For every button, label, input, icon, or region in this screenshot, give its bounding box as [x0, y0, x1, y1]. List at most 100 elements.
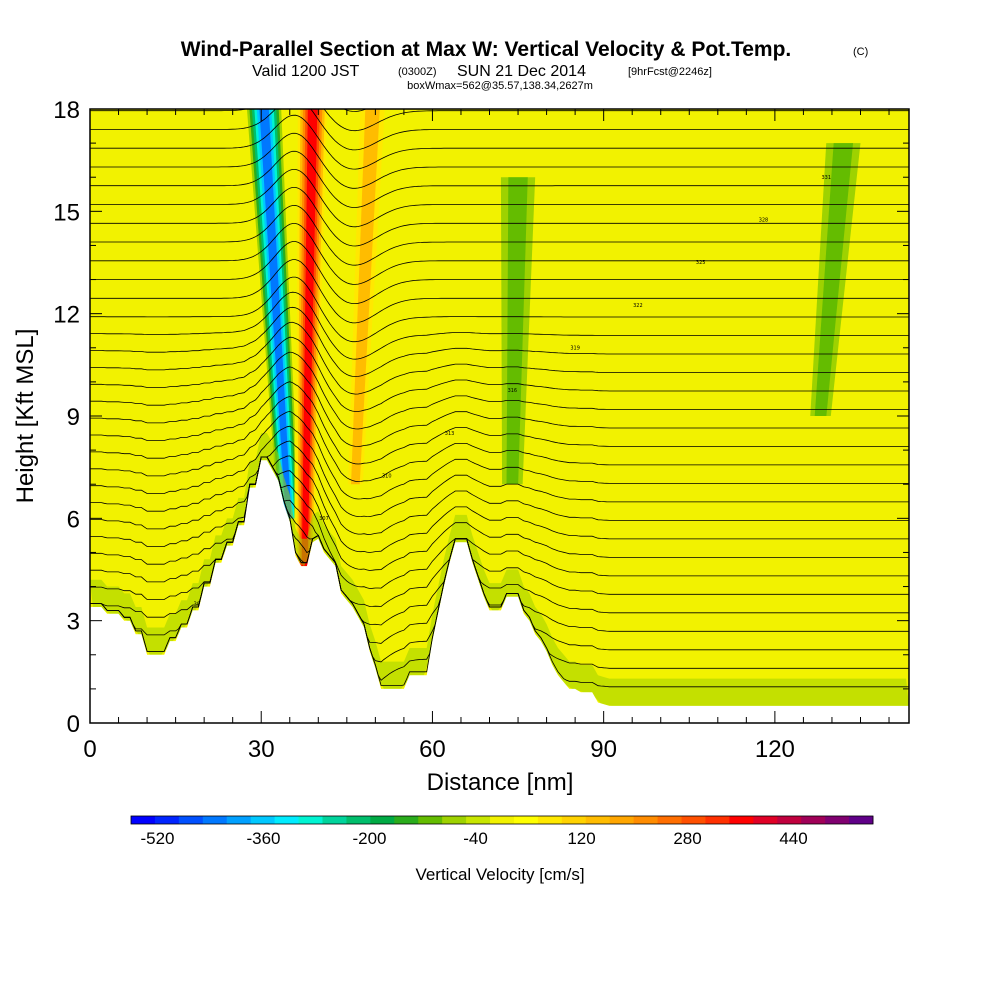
colorbar-tick-label: 440: [779, 829, 807, 848]
colorbar-swatch: [226, 816, 252, 824]
theta-contour-line: [90, 186, 909, 247]
y-tick-label: 9: [67, 404, 80, 431]
theta-contour-line: [90, 321, 909, 395]
theta-contour-line: [90, 114, 909, 170]
colorbar-swatch: [178, 816, 204, 824]
x-tick-label: 120: [755, 736, 795, 763]
colorbar-swatch: [753, 816, 778, 824]
colorbar: [130, 815, 874, 825]
copyright-mark: (C): [853, 46, 868, 58]
colorbar-swatch: [705, 816, 730, 824]
colorbar-swatch: [370, 816, 395, 824]
low-level-sheet: [90, 433, 909, 706]
boxwmax-label: boxWmax=562@35.57,138.34,2627m: [407, 80, 593, 92]
colorbar-swatch: [298, 816, 323, 824]
theta-contour-line: [90, 351, 909, 430]
theta-contour-line: [90, 336, 909, 412]
theta-contour-line: [90, 425, 909, 518]
theta-contour-line: [90, 150, 909, 208]
plot-area: 298301304307310313316319322325328331: [90, 109, 909, 723]
y-tick-label: 15: [53, 199, 80, 226]
colorbar-swatch: [322, 816, 347, 824]
colorbar-swatch: [490, 816, 515, 824]
terrain: [90, 460, 909, 723]
velocity-feature-2: [345, 109, 390, 485]
y-tick-label: 18: [53, 97, 80, 124]
colorbar-swatch: [825, 816, 850, 824]
theta-contour-label: 310: [382, 473, 392, 479]
theta-contour-line: [90, 259, 909, 324]
colorbar-swatch: [154, 816, 180, 824]
colorbar-swatch: [466, 816, 491, 824]
colorbar-swatch: [537, 816, 563, 824]
colorbar-tick-label: -40: [463, 829, 488, 848]
colorbar-tick-label: 120: [567, 829, 595, 848]
colorbar-tick-label: 280: [673, 829, 701, 848]
theta-contour-label: 313: [445, 431, 455, 437]
theta-contours: 298301304307310313316319322325328331: [90, 109, 909, 688]
colorbar-swatch: [274, 816, 299, 824]
y-axis-tick-labels: 0 3 6 9 12 15 18: [53, 97, 80, 738]
colorbar-swatch: [585, 816, 611, 824]
colorbar-tick-label: -200: [352, 829, 386, 848]
colorbar-swatch: [849, 816, 874, 824]
theta-contour-label: 316: [508, 388, 518, 394]
colorbar-swatch: [633, 816, 658, 824]
colorbar-swatch: [250, 816, 276, 824]
theta-contour-line: [90, 456, 909, 571]
y-tick-label: 6: [67, 506, 80, 533]
theta-contour-label: 301: [194, 601, 204, 607]
colorbar-tick-labels: -520 -360 -200 -40 120 280 440: [140, 829, 807, 848]
colorbar-swatch: [513, 816, 539, 824]
theta-contour-label: 307: [319, 516, 329, 522]
theta-contour-line: [90, 291, 909, 360]
colorbar-swatch: [418, 816, 443, 824]
colorbar-swatch: [346, 816, 371, 824]
theta-contour-label: 325: [696, 260, 706, 266]
y-tick-label: 12: [53, 302, 80, 329]
theta-contour-line: [90, 109, 909, 132]
valid-zulu: (0300Z): [398, 66, 437, 78]
colorbar-tick-label: -360: [246, 829, 280, 848]
theta-contour-line: [90, 456, 909, 607]
colorbar-frame: [130, 815, 874, 825]
velocity-band: [506, 177, 528, 485]
theta-contour-line: [90, 440, 909, 536]
x-axis-tick-labels: 0 30 60 90 120: [83, 736, 795, 763]
colorbar-tick-label: -520: [140, 829, 174, 848]
valid-prefix: Valid 1200 JST: [252, 63, 360, 80]
theta-contour-line: [90, 455, 909, 553]
x-tick-label: 90: [590, 736, 617, 763]
theta-contour-line: [90, 381, 909, 465]
colorbar-swatch: [729, 816, 754, 824]
chart-title: Wind-Parallel Section at Max W: Vertical…: [181, 38, 792, 61]
colorbar-swatch: [561, 816, 587, 824]
theta-contour-line: [90, 168, 909, 228]
velocity-band: [351, 109, 380, 485]
low-level-band: [90, 433, 909, 706]
colorbar-swatch: [657, 816, 682, 824]
theta-contour-label: 328: [759, 218, 769, 224]
theta-contour-line: [90, 276, 909, 343]
theta-contour-line: [90, 366, 909, 447]
colorbar-swatch: [777, 816, 802, 824]
x-tick-label: 30: [248, 736, 275, 763]
velocity-band: [259, 109, 292, 519]
theta-contour-label: 319: [570, 345, 580, 351]
x-tick-label: 0: [83, 736, 96, 763]
y-tick-label: 3: [67, 609, 80, 636]
forecast-label: [9hrFcst@2246z]: [628, 66, 712, 78]
theta-contour-line: [90, 109, 909, 151]
valid-time-line: Valid 1200 JST (0300Z) SUN 21 Dec 2014 […: [252, 63, 712, 80]
theta-contour-label: 322: [633, 303, 643, 309]
valid-date: SUN 21 Dec 2014: [457, 63, 586, 80]
colorbar-swatch: [442, 816, 467, 824]
y-axis-label: Height [Kft MSL]: [12, 329, 39, 504]
velocity-feature-3: [500, 177, 536, 485]
colorbar-swatch: [202, 816, 228, 824]
theta-contour-line: [90, 396, 909, 482]
theta-contour-line: [90, 456, 909, 589]
theta-contour-line: [90, 306, 909, 378]
axis-ticks: [89, 108, 909, 724]
